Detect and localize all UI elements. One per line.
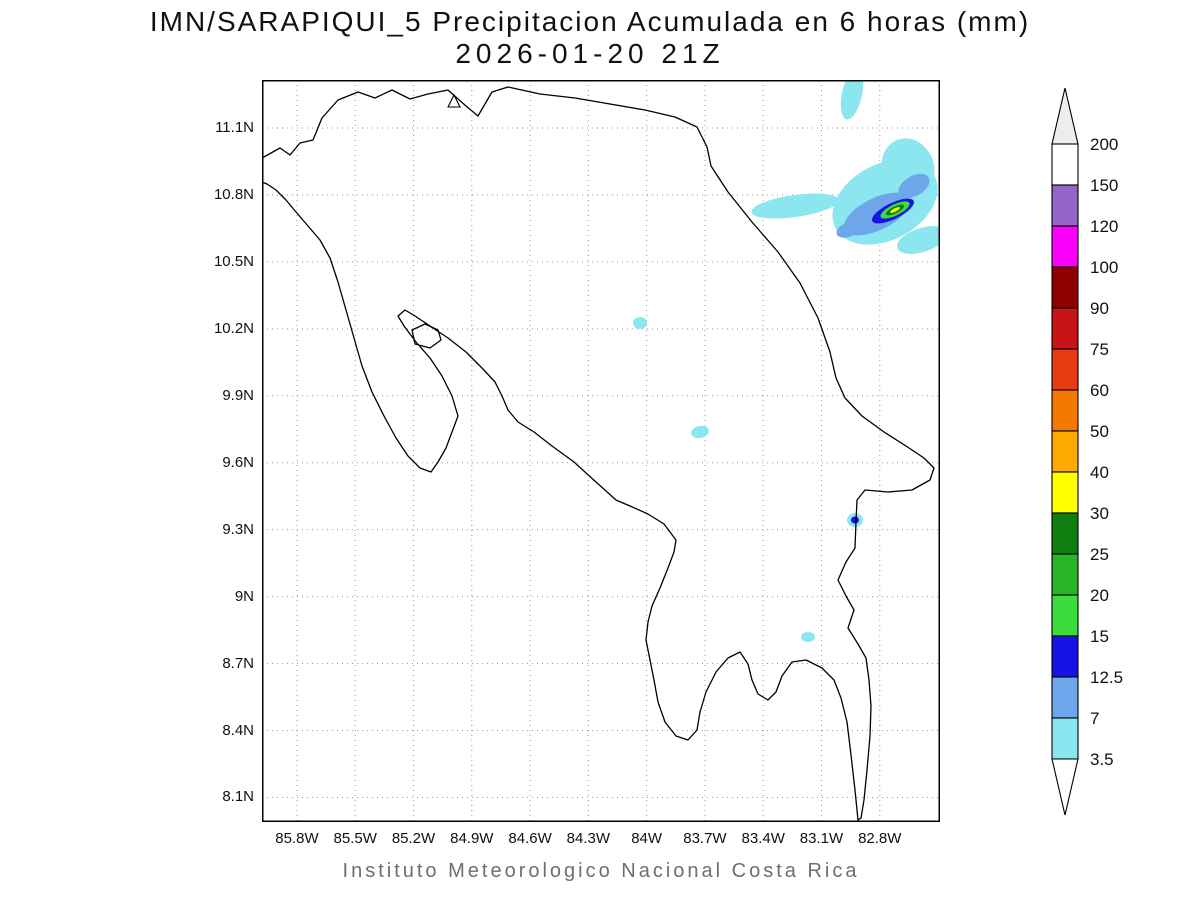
colorbar-segment-7-12.5 [1051,676,1079,719]
y-tick-10.2N: 10.2N [213,319,254,337]
y-tick-9N: 9N [234,587,254,605]
colorbar-label-120: 120 [1090,217,1118,236]
y-tick-11.1N: 11.1N [215,118,254,136]
x-tick-84.6W: 84.6W [508,830,552,847]
triangle-marker [447,93,461,108]
colorbar-segment-30-40 [1051,471,1079,514]
colorbar-segment-20-25 [1051,553,1079,596]
colorbar-segment-15-20 [1051,594,1079,637]
figure-title: IMN/SARAPIQUI_5 Precipitacion Acumulada … [149,6,1031,37]
colorbar-label-40: 40 [1090,463,1109,482]
figure-subtitle-datetime: 2026-01-20 21Z [455,38,725,69]
precip-cell-5 [633,317,647,329]
colorbar-label-60: 60 [1090,381,1109,400]
colorbar-label-200: 200 [1090,135,1118,154]
colorbar-segment-90-100 [1051,266,1079,309]
y-tick-8.1N: 8.1N [222,788,254,806]
colorbar-label-15: 15 [1090,627,1109,646]
x-tick-83.7W: 83.7W [683,830,727,847]
x-tick-82.8W: 82.8W [858,830,902,847]
precip-cell-10 [898,173,930,199]
precip-cell-11 [836,222,860,238]
y-tick-9.9N: 9.9N [222,386,254,404]
colorbar-above-max-triangle [1051,87,1079,145]
y-tick-9.3N: 9.3N [222,520,254,538]
costa-rica-precipitation-map [262,80,940,822]
colorbar-label-100: 100 [1090,258,1118,277]
y-tick-8.4N: 8.4N [222,721,254,739]
costa-rica-coastline [262,86,935,821]
colorbar-label-90: 90 [1090,299,1109,318]
precip-cell-6 [691,425,709,439]
precip-cell-8 [801,632,815,642]
precip-cell-13 [851,516,859,524]
colorbar-below-min-triangle [1051,758,1079,816]
colorbar-label-3.5: 3.5 [1090,750,1114,769]
colorbar-label-30: 30 [1090,504,1109,523]
institution-caption: Instituto Meteorologico Nacional Costa R… [342,860,860,882]
x-tick-85.2W: 85.2W [391,830,436,847]
colorbar-label-7: 7 [1090,709,1099,728]
colorbar-label-50: 50 [1090,422,1109,441]
precip-cell-4 [896,226,940,254]
y-tick-9.6N: 9.6N [222,453,254,471]
colorbar-segment-3.5-7 [1051,717,1079,760]
precip-cell-0 [840,80,864,120]
precipitation-colorbar: 200 150 120 100 90 75 60 50 40 30 25 20 15 12.5 7 3.5 [1051,87,1123,816]
x-tick-84W: 84W [631,830,663,847]
colorbar-label-75: 75 [1090,340,1109,359]
colorbar-label-25: 25 [1090,545,1109,564]
colorbar-label-20: 20 [1090,586,1109,605]
colorbar-segment-100-120 [1051,225,1079,268]
x-tick-83.4W: 83.4W [741,830,785,847]
colorbar-segment-120-150 [1051,184,1079,227]
x-tick-85.8W: 85.8W [275,830,319,847]
precip-cell-16 [890,207,900,213]
colorbar-segment-12.5-15 [1051,635,1079,678]
precipitation-shading [633,80,940,642]
y-tick-10.5N: 10.5N [213,252,254,270]
x-tick-85.5W: 85.5W [333,830,377,847]
colorbar-segment-150-200 [1051,143,1079,186]
gulf-island-outline-0 [411,323,442,349]
gridlines [262,80,940,822]
x-tick-84.9W: 84.9W [450,830,494,847]
x-tick-83.1W: 83.1W [799,830,844,847]
plot-border [262,80,940,822]
y-tick-8.7N: 8.7N [222,654,254,672]
colorbar-segment-50-60 [1051,389,1079,432]
colorbar-segment-75-90 [1051,307,1079,350]
precip-cell-3 [751,193,839,219]
x-tick-84.3W: 84.3W [566,830,611,847]
colorbar-segment-40-50 [1051,430,1079,473]
colorbar-segment-25-30 [1051,512,1079,555]
colorbar-segment-60-75 [1051,348,1079,391]
colorbar-label-150: 150 [1090,176,1118,195]
colorbar-label-12.5: 12.5 [1090,668,1123,687]
y-tick-10.8N: 10.8N [213,185,254,203]
